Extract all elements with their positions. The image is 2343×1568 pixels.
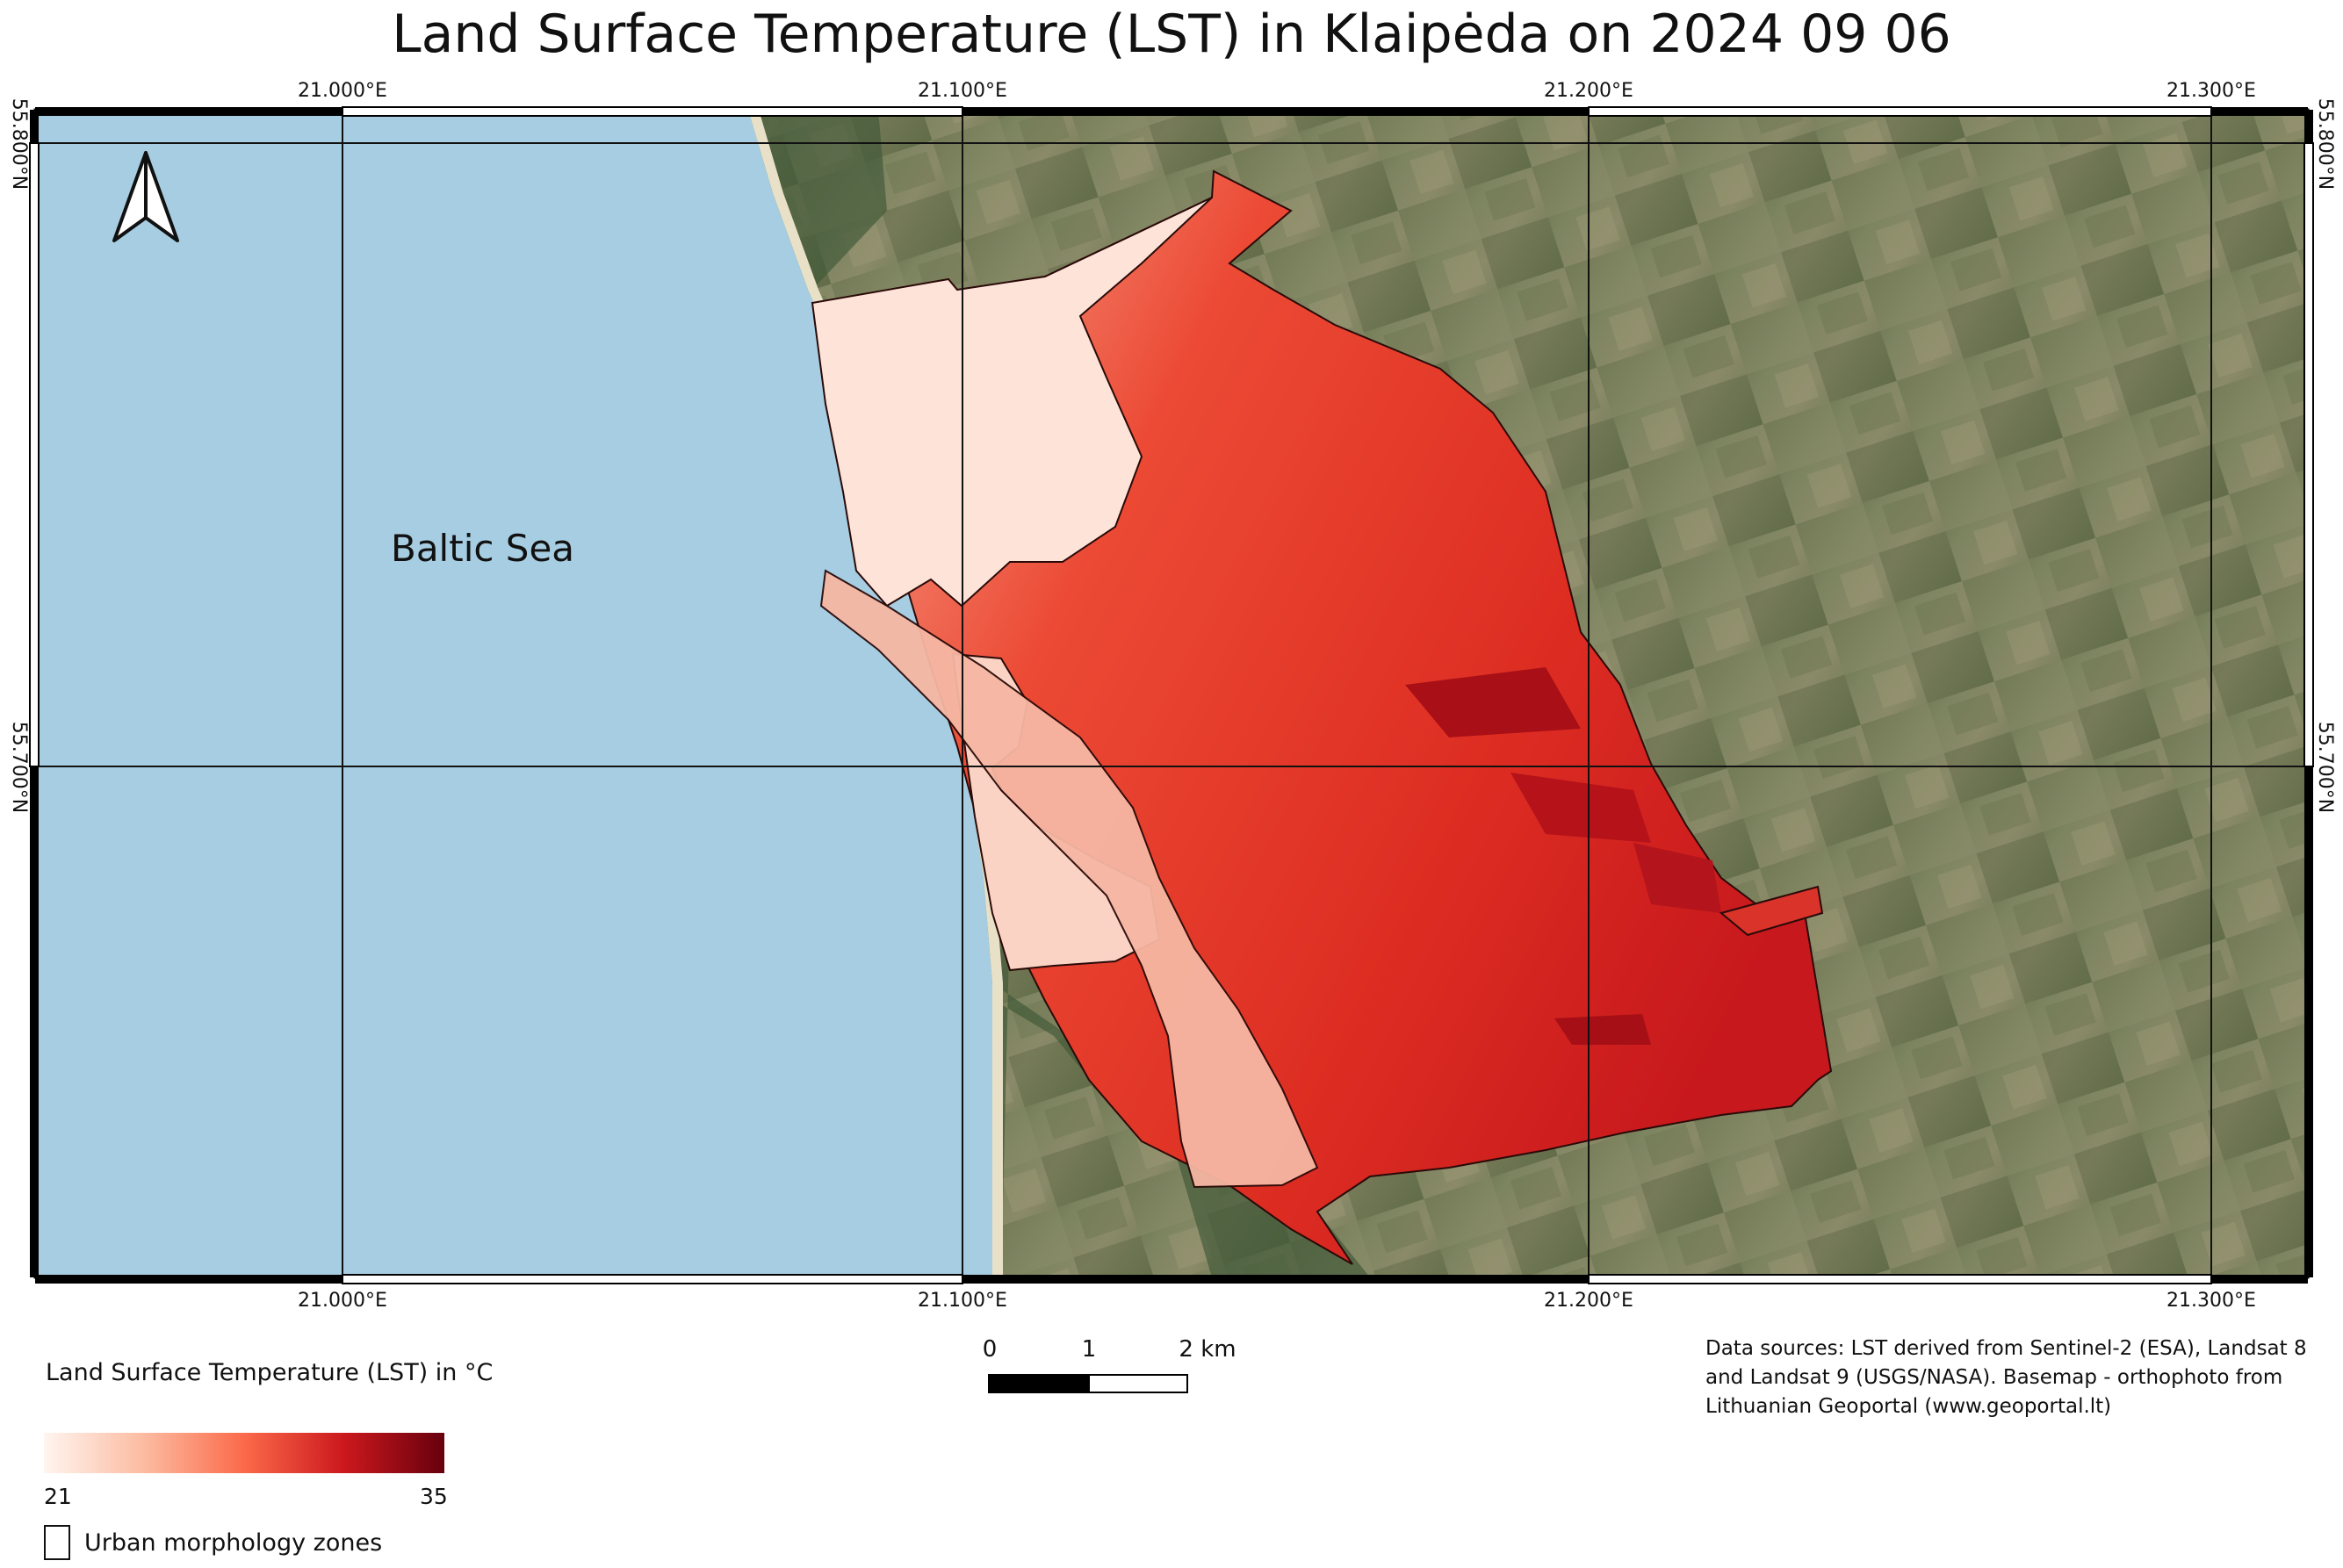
lon-label-bottom: 21.200°E bbox=[1544, 1290, 1633, 1312]
scale-tick-label: 0 bbox=[982, 1336, 998, 1363]
lst-east-extension bbox=[1719, 885, 1824, 937]
baltic-sea bbox=[35, 110, 992, 1277]
lon-label-bottom: 21.000°E bbox=[298, 1290, 387, 1312]
data-sources: Data sources: LST derived from Sentinel-… bbox=[1705, 1337, 2307, 1418]
urban-zones-swatch bbox=[44, 1525, 70, 1560]
lst-hotspot-4 bbox=[1633, 843, 1721, 913]
lon-label-top: 21.100°E bbox=[918, 80, 1007, 102]
legend-min-value: 21 bbox=[44, 1484, 72, 1509]
sea-label: Baltic Sea bbox=[391, 527, 575, 570]
scale-tick-label: 1 bbox=[1081, 1336, 1097, 1363]
lst-hotspot-3 bbox=[1554, 1014, 1651, 1045]
lst-hotspot-2 bbox=[1510, 773, 1651, 843]
lon-label-bottom: 21.100°E bbox=[918, 1290, 1007, 1312]
lon-label-top: 21.000°E bbox=[298, 80, 387, 102]
lst-cool-zone-north bbox=[811, 197, 1213, 608]
lat-label-right: 55.800°N bbox=[2314, 97, 2336, 191]
lat-label-left: 55.700°N bbox=[8, 721, 30, 814]
lat-label-left: 55.800°N bbox=[8, 97, 30, 191]
legend-max-value: 35 bbox=[420, 1484, 448, 1509]
lon-label-bottom: 21.300°E bbox=[2166, 1290, 2256, 1312]
scale-bar bbox=[988, 1374, 1188, 1393]
scale-tick-label: 2 km bbox=[1179, 1336, 1236, 1363]
graticule bbox=[35, 110, 2308, 1277]
lst-lagoon bbox=[819, 569, 1319, 1189]
north-arrow-icon bbox=[112, 151, 179, 242]
map-frame bbox=[29, 106, 2314, 1284]
urban-zones-label: Urban morphology zones bbox=[84, 1529, 383, 1557]
legend-color-ramp bbox=[44, 1433, 444, 1473]
lat-label-right: 55.700°N bbox=[2314, 721, 2336, 814]
lon-label-top: 21.300°E bbox=[2166, 80, 2256, 102]
lon-label-top: 21.200°E bbox=[1544, 80, 1633, 102]
lst-hotspot-1 bbox=[1405, 667, 1581, 737]
map-title: Land Surface Temperature (LST) in Klaipė… bbox=[392, 4, 1951, 65]
legend-title: Land Surface Temperature (LST) in °C bbox=[46, 1359, 494, 1386]
